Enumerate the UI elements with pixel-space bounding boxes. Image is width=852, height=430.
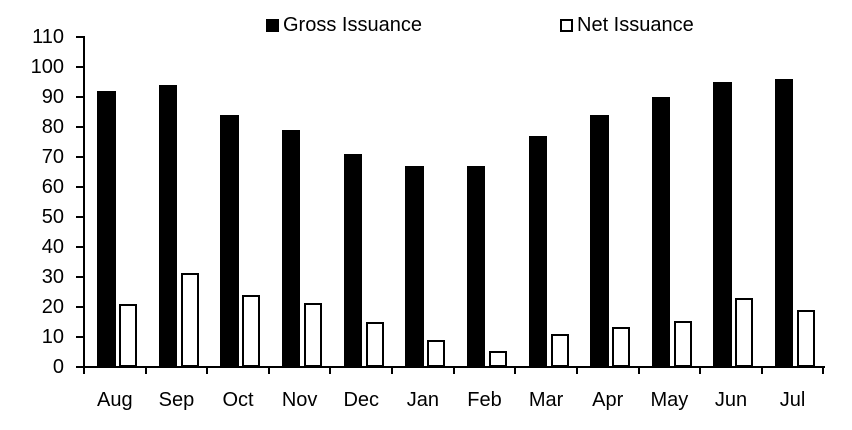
x-axis-tick	[206, 367, 209, 374]
bar-gross-issuance	[343, 154, 363, 367]
y-axis-tick-label: 100	[30, 56, 64, 78]
x-axis-tick-label: Jun	[714, 389, 748, 411]
x-axis-tick	[391, 367, 394, 374]
y-axis-tick-label: 70	[41, 146, 64, 168]
x-axis-tick-label: Jul	[779, 389, 806, 411]
x-axis-tick	[699, 367, 702, 374]
y-axis-tick-label: 60	[41, 176, 64, 198]
y-axis-tick-label: 110	[32, 26, 64, 48]
x-axis-tick	[637, 367, 640, 374]
legend-item-gross-issuance: Gross Issuance	[266, 14, 422, 37]
bar-net-issuance	[304, 302, 323, 367]
y-axis-tick-label: 20	[41, 296, 64, 318]
y-axis-tick-label: 50	[41, 206, 64, 228]
legend-item-net-issuance: Net Issuance	[560, 14, 694, 37]
y-axis-tick	[76, 216, 83, 218]
y-axis-tick	[76, 366, 83, 368]
net-issuance-swatch-icon	[560, 19, 573, 32]
bar-gross-issuance	[405, 166, 424, 367]
x-axis-tick-label: Nov	[281, 389, 318, 411]
y-axis-tick	[76, 66, 83, 68]
x-axis-tick-label: Dec	[343, 389, 380, 411]
x-axis-tick	[822, 367, 825, 374]
y-axis-tick	[76, 276, 83, 278]
bar-gross-issuance	[282, 130, 301, 367]
bar-net-issuance	[550, 334, 569, 367]
y-axis-tick	[76, 36, 83, 38]
bar-gross-issuance	[528, 136, 547, 367]
x-axis-tick-label: May	[650, 389, 689, 411]
bar-net-issuance	[796, 310, 815, 367]
bar-gross-issuance	[220, 115, 239, 367]
x-axis-tick-label: Apr	[592, 389, 624, 411]
x-axis-tick	[329, 367, 332, 374]
y-axis-tick	[76, 186, 83, 188]
x-axis-tick	[144, 367, 147, 374]
legend-label-gross-issuance: Gross Issuance	[283, 14, 422, 36]
x-axis-tick	[514, 367, 517, 374]
y-axis-tick	[76, 156, 83, 158]
bar-gross-issuance	[97, 91, 116, 367]
bar-gross-issuance	[590, 115, 609, 367]
x-axis-tick	[760, 367, 763, 374]
y-axis-tick-label: 0	[52, 356, 64, 378]
x-axis-tick	[83, 367, 85, 374]
bar-net-issuance	[488, 350, 507, 367]
y-axis-tick-label: 10	[41, 326, 64, 348]
bar-net-issuance	[365, 322, 384, 367]
bar-net-issuance	[119, 304, 138, 367]
bar-net-issuance	[242, 295, 261, 367]
y-axis-tick	[76, 306, 83, 308]
bar-gross-issuance	[713, 82, 732, 367]
y-axis-tick-label: 80	[41, 116, 64, 138]
y-axis-tick-label: 30	[41, 266, 64, 288]
bar-gross-issuance	[466, 166, 486, 367]
x-axis-tick-label: Jan	[406, 389, 439, 411]
x-axis-tick-label: Mar	[528, 389, 564, 411]
bar-net-issuance	[427, 340, 446, 367]
gross-issuance-swatch-icon	[266, 19, 279, 32]
y-axis-tick-label: 40	[41, 236, 64, 258]
bar-net-issuance	[612, 326, 631, 367]
x-axis-tick	[267, 367, 270, 374]
y-axis-tick-label: 90	[41, 86, 64, 108]
bar-net-issuance	[735, 298, 754, 367]
x-axis-tick-label: Sep	[158, 389, 195, 411]
bar-gross-issuance	[158, 85, 178, 367]
bar-net-issuance	[673, 320, 692, 367]
y-axis-tick	[76, 336, 83, 338]
legend-label-net-issuance: Net Issuance	[577, 14, 694, 36]
x-axis-tick-label: Feb	[467, 389, 502, 411]
x-axis-tick-label: Oct	[222, 389, 254, 411]
x-axis-tick-label: Aug	[97, 389, 133, 411]
bar-net-issuance	[180, 272, 199, 367]
bar-gross-issuance	[774, 79, 794, 367]
y-axis-tick	[76, 126, 83, 128]
y-axis-tick	[76, 96, 83, 98]
y-axis-tick	[76, 246, 83, 248]
bar-gross-issuance	[651, 97, 671, 367]
x-axis-tick	[575, 367, 578, 374]
y-axis	[82, 36, 85, 368]
x-axis-tick	[452, 367, 455, 374]
